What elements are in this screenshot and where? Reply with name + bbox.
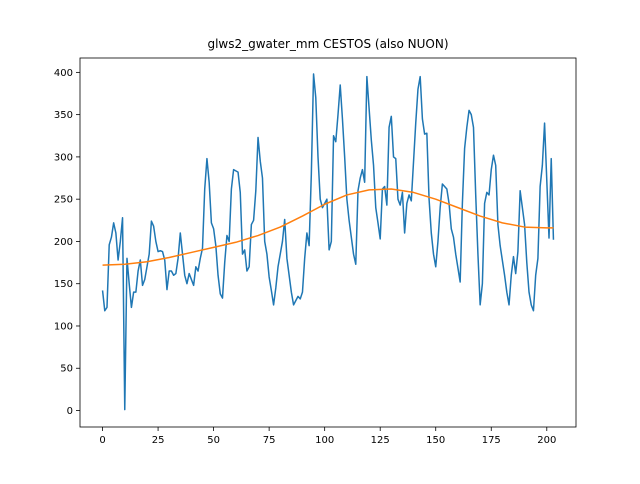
x-tick-label: 150: [426, 435, 445, 446]
y-tick-label: 200: [54, 237, 73, 248]
x-tick-label: 50: [207, 435, 220, 446]
x-tick-label: 0: [99, 435, 105, 446]
y-tick-label: 0: [67, 406, 73, 417]
y-tick-label: 300: [54, 152, 73, 163]
x-tick-label: 125: [371, 435, 390, 446]
y-tick-label: 400: [54, 68, 73, 79]
y-tick-label: 50: [60, 364, 73, 375]
plot-frame: [79, 57, 577, 428]
x-tick-label: 25: [152, 435, 165, 446]
chart-title: glws2_gwater_mm CESTOS (also NUON): [207, 37, 448, 51]
y-tick-label: 150: [54, 279, 73, 290]
line-series: [102, 188, 554, 266]
line-series: [101, 73, 555, 411]
y-tick-label: 350: [54, 110, 73, 121]
x-tick-label: 75: [263, 435, 276, 446]
x-tick-label: 175: [482, 435, 501, 446]
x-tick-label: 100: [315, 435, 334, 446]
y-tick-label: 250: [54, 195, 73, 206]
y-tick-label: 100: [54, 321, 73, 332]
x-tick-label: 200: [537, 435, 556, 446]
